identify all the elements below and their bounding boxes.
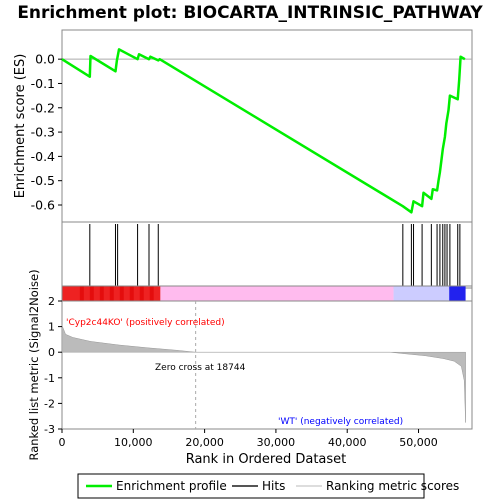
- x-tick-label: 50,000: [399, 436, 438, 449]
- metric-y-axis-label: Ranked list metric (Signal2Noise): [27, 269, 41, 460]
- metric-y-tick-label: 2: [48, 295, 55, 308]
- rank-bar-neutral-negative: [393, 286, 450, 301]
- rank-bar-neutral-positive: [160, 286, 394, 301]
- rank-bar-stripe: [119, 286, 124, 301]
- x-axis: 0 10,000 20,000 30,000 40,000 50,000: [59, 429, 438, 449]
- hits-panel-frame: [61, 221, 473, 289]
- hits-marks: [89, 224, 461, 286]
- negative-correlation-label: 'WT' (negatively correlated): [278, 417, 403, 427]
- ranking-metric-area: [61, 325, 466, 423]
- es-y-tick-label: -0.3: [31, 125, 55, 140]
- rank-color-bar: [62, 286, 466, 301]
- rank-bar-stripe: [139, 286, 144, 301]
- legend-item-profile: Enrichment profile: [116, 479, 227, 493]
- metric-y-tick-label: -2: [44, 397, 55, 410]
- es-y-tick-label: -0.4: [31, 149, 55, 164]
- es-y-tick-label: -0.6: [31, 197, 55, 212]
- legend-item-ranking: Ranking metric scores: [326, 479, 459, 493]
- es-y-tick-label: 0.0: [35, 52, 55, 67]
- enrichment-profile-line: [61, 48, 466, 214]
- rank-bar-stripe: [149, 286, 154, 301]
- metric-y-axis: 2 1 0 -1 -2 -3: [44, 295, 62, 436]
- rank-bar-stripe: [109, 286, 114, 301]
- metric-y-tick-label: -3: [44, 423, 55, 436]
- metric-y-tick-label: -1: [44, 372, 55, 385]
- es-y-axis-label: Enrichment score (ES): [13, 54, 28, 199]
- rank-bar-stripe: [79, 286, 84, 301]
- x-axis-label: Rank in Ordered Dataset: [186, 452, 347, 467]
- rank-bar-stripe: [99, 286, 104, 301]
- x-tick-label: 40,000: [328, 436, 367, 449]
- es-y-tick-label: -0.5: [31, 173, 55, 188]
- x-tick-label: 20,000: [185, 436, 224, 449]
- x-tick-label: 0: [59, 436, 66, 449]
- positive-correlation-label: 'Cyp2c44KO' (positively correlated): [66, 318, 225, 328]
- rank-bar-stripe: [129, 286, 134, 301]
- chart-title: Enrichment plot: BIOCARTA_INTRINSIC_PATH…: [17, 3, 483, 23]
- x-tick-label: 10,000: [114, 436, 153, 449]
- es-y-tick-label: -0.2: [31, 100, 55, 115]
- rank-bar-stripe: [89, 286, 94, 301]
- zero-cross-label: Zero cross at 18744: [155, 363, 246, 373]
- legend-item-hits: Hits: [262, 479, 285, 493]
- metric-panel-frame: [61, 300, 473, 430]
- legend: Enrichment profile Hits Ranking metric s…: [77, 473, 459, 499]
- metric-y-tick-label: 1: [48, 321, 55, 334]
- rank-bar-negative: [449, 286, 466, 301]
- metric-y-tick-label: 0: [48, 346, 55, 359]
- es-panel-frame: [61, 29, 473, 223]
- es-y-tick-label: -0.1: [31, 76, 55, 91]
- x-tick-label: 30,000: [257, 436, 296, 449]
- es-y-axis: 0.0 -0.1 -0.2 -0.3 -0.4 -0.5 -0.6: [31, 52, 62, 212]
